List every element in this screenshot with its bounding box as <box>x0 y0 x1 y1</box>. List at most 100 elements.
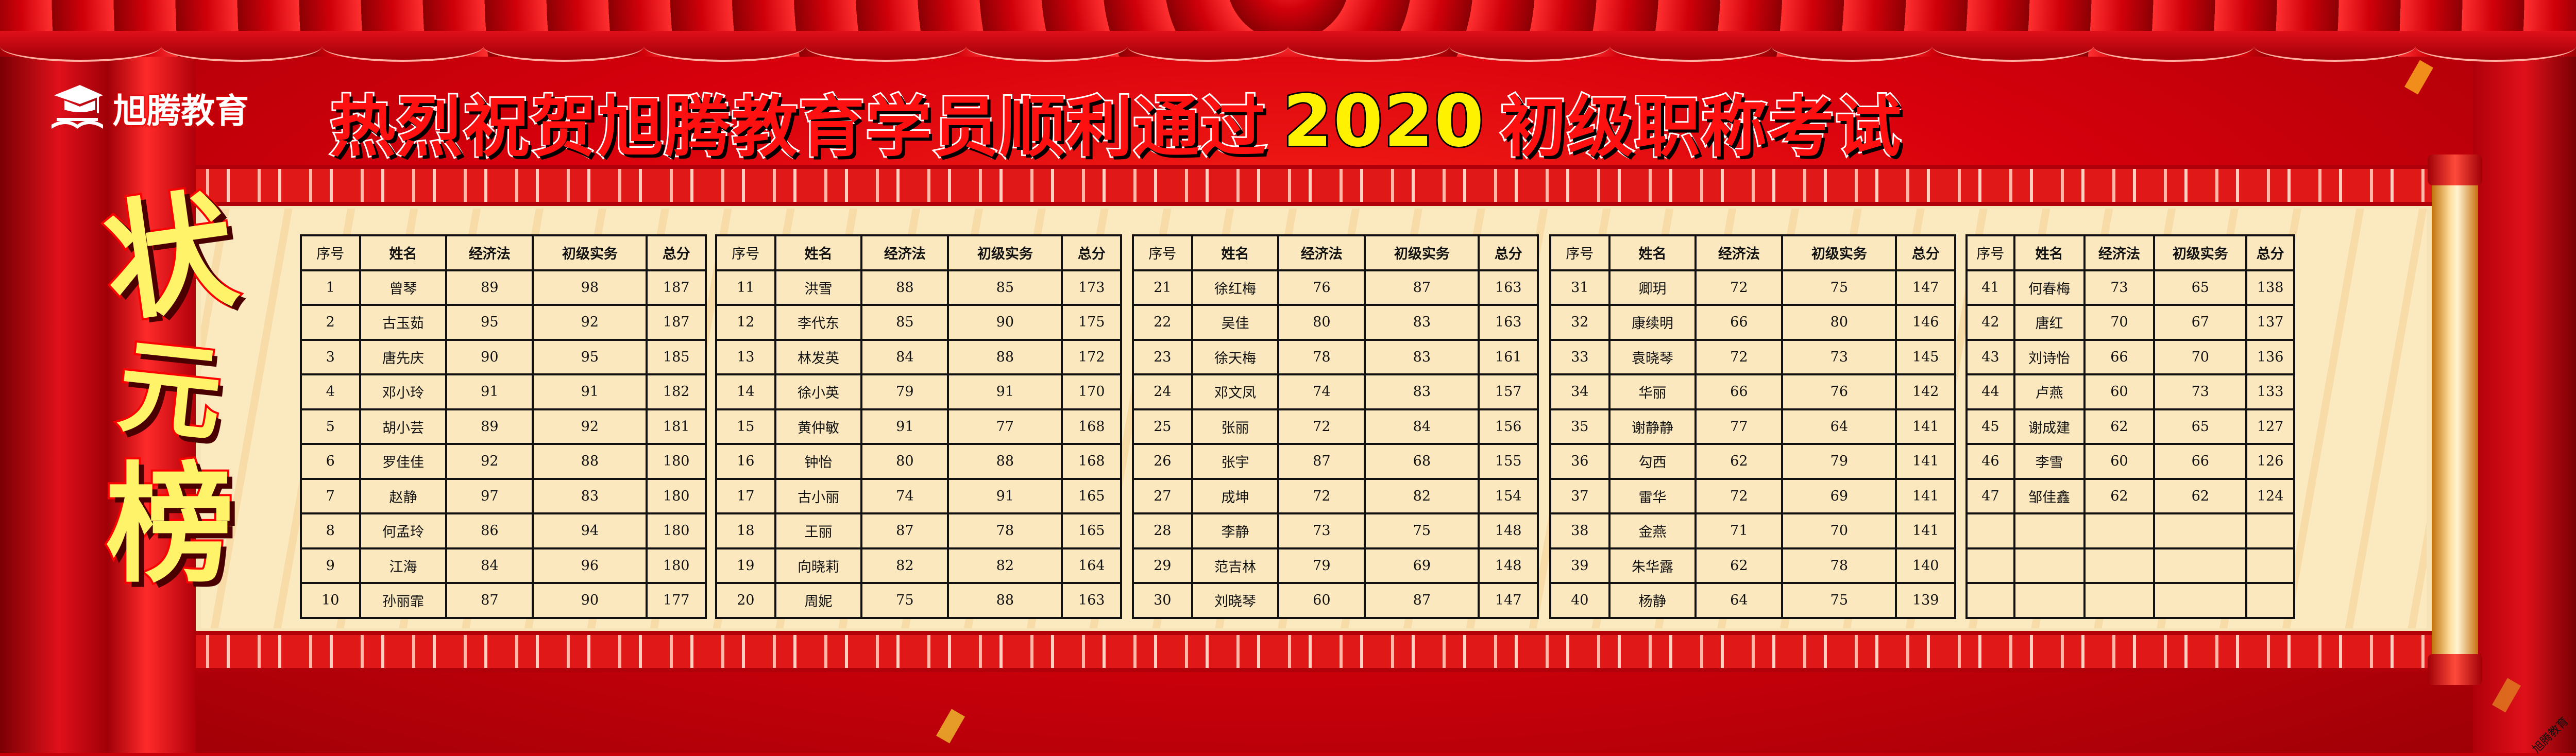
practice-score: 79 <box>1782 444 1896 479</box>
economic-law-score: 79 <box>1278 548 1365 583</box>
name-cell: 刘诗怡 <box>2014 340 2084 375</box>
practice-score: 64 <box>1782 409 1896 444</box>
table-header-row: 序号姓名经济法初级实务总分 <box>1550 235 1955 270</box>
practice-score: 83 <box>1365 305 1479 340</box>
name-cell: 林发英 <box>775 340 862 375</box>
total-score: 133 <box>2246 374 2294 409</box>
name-cell: 刘晓琴 <box>1192 583 1279 618</box>
name-cell <box>2014 583 2084 618</box>
fret-band-bottom <box>196 631 2432 672</box>
total-score: 137 <box>2246 305 2294 340</box>
total-score: 173 <box>1062 270 1121 305</box>
name-cell: 卢燕 <box>2014 374 2084 409</box>
table-header-row: 序号姓名经济法初级实务总分 <box>1967 235 2294 270</box>
graduation-cap-book-icon <box>49 82 106 134</box>
practice-score: 88 <box>948 444 1062 479</box>
rank-cell: 5 <box>301 409 360 444</box>
total-score: 146 <box>1896 305 1955 340</box>
total-score: 180 <box>647 444 706 479</box>
column-header: 初级实务 <box>2154 235 2246 270</box>
practice-score: 65 <box>2154 270 2246 305</box>
total-score: 180 <box>647 513 706 548</box>
total-score: 139 <box>1896 583 1955 618</box>
rank-cell: 37 <box>1550 479 1609 514</box>
name-cell: 谢成建 <box>2014 409 2084 444</box>
total-score: 180 <box>647 548 706 583</box>
rank-cell: 3 <box>301 340 360 375</box>
total-score: 172 <box>1062 340 1121 375</box>
rank-cell: 32 <box>1550 305 1609 340</box>
practice-score: 91 <box>948 374 1062 409</box>
economic-law-score: 66 <box>2084 340 2155 375</box>
name-cell: 朱华露 <box>1609 548 1696 583</box>
total-score: 175 <box>1062 305 1121 340</box>
economic-law-score <box>2084 513 2155 548</box>
rank-cell: 25 <box>1133 409 1192 444</box>
valance-scallop <box>644 31 805 62</box>
champion-char: 榜 <box>106 458 234 592</box>
name-cell: 古玉茹 <box>360 305 447 340</box>
valance-scallop <box>2093 31 2255 62</box>
economic-law-score: 60 <box>2084 374 2155 409</box>
economic-law-score: 62 <box>1696 444 1782 479</box>
rank-cell: 16 <box>716 444 775 479</box>
economic-law-score: 92 <box>446 444 533 479</box>
total-score: 168 <box>1062 444 1121 479</box>
champion-char: 元 <box>112 319 228 463</box>
name-cell: 唐红 <box>2014 305 2084 340</box>
economic-law-score: 89 <box>446 409 533 444</box>
economic-law-score: 79 <box>861 374 948 409</box>
valance-scallop <box>0 31 161 62</box>
total-score <box>2246 548 2294 583</box>
economic-law-score: 76 <box>1278 270 1365 305</box>
rank-cell: 2 <box>301 305 360 340</box>
column-header: 经济法 <box>1278 235 1365 270</box>
rank-cell <box>1967 548 2014 583</box>
total-score: 136 <box>2246 340 2294 375</box>
total-score: 156 <box>1479 409 1538 444</box>
fret-band-top <box>196 165 2432 206</box>
name-cell: 邓小玲 <box>360 374 447 409</box>
total-score: 126 <box>2246 444 2294 479</box>
practice-score: 73 <box>2154 374 2246 409</box>
rank-cell: 20 <box>716 583 775 618</box>
name-cell: 黄仲敏 <box>775 409 862 444</box>
rank-cell: 39 <box>1550 548 1609 583</box>
total-score: 163 <box>1479 270 1538 305</box>
practice-score: 76 <box>1782 374 1896 409</box>
name-cell: 孙丽霏 <box>360 583 447 618</box>
name-cell: 张丽 <box>1192 409 1279 444</box>
name-cell <box>2014 513 2084 548</box>
rank-cell: 43 <box>1967 340 2014 375</box>
total-score: 165 <box>1062 479 1121 514</box>
total-score: 147 <box>1479 583 1538 618</box>
rank-cell: 7 <box>301 479 360 514</box>
title-part1: 热烈祝贺旭腾教育学员顺利通过 <box>330 74 1267 169</box>
rank-cell: 24 <box>1133 374 1192 409</box>
practice-score: 82 <box>1365 479 1479 514</box>
column-header: 经济法 <box>446 235 533 270</box>
economic-law-score: 72 <box>1696 340 1782 375</box>
economic-law-score: 64 <box>1696 583 1782 618</box>
column-header: 姓名 <box>775 235 862 270</box>
page-title: 热烈祝贺旭腾教育学员顺利通过 2020 初级职称考试 <box>330 77 1902 165</box>
rank-cell: 14 <box>716 374 775 409</box>
practice-score: 68 <box>1365 444 1479 479</box>
practice-score: 78 <box>1782 548 1896 583</box>
name-cell: 成坤 <box>1192 479 1279 514</box>
